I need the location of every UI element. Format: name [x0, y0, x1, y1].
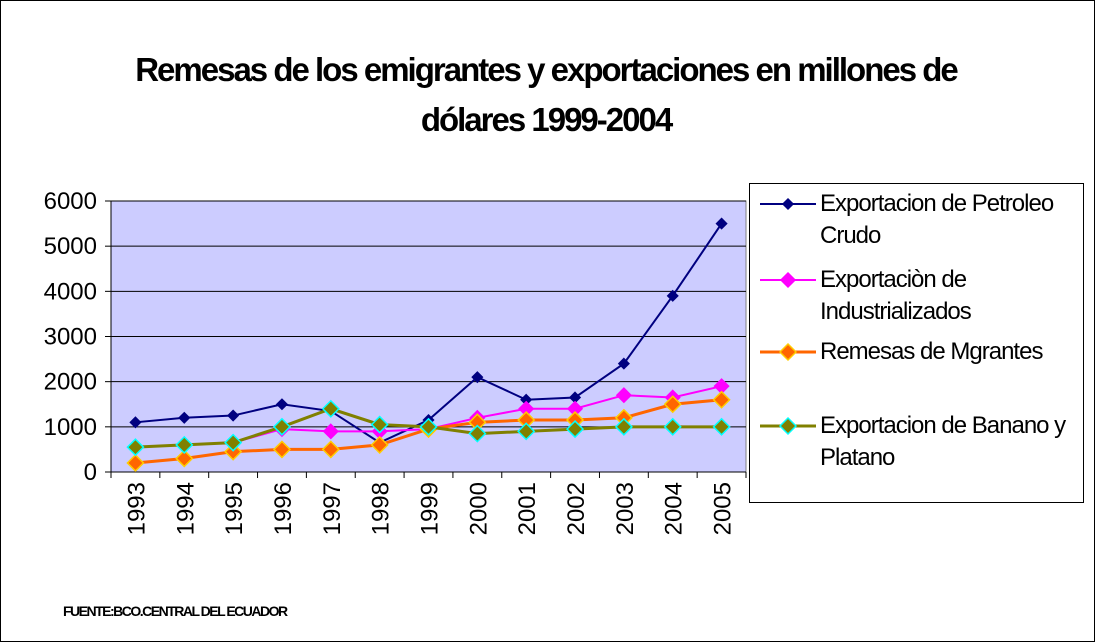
legend: Exportacion de Petroleo Crudo Exportaciòn… — [749, 183, 1084, 503]
legend-item: Exportacion de Banano y Platano — [758, 410, 1080, 474]
x-tick-label: 1997 — [319, 482, 346, 535]
x-tick-label: 2004 — [661, 482, 688, 535]
marker — [175, 435, 194, 454]
x-tick-label: 2002 — [563, 482, 590, 535]
marker — [615, 387, 632, 404]
marker — [227, 409, 240, 422]
marker — [272, 440, 292, 459]
marker — [565, 420, 585, 439]
marker — [663, 417, 682, 436]
marker — [370, 435, 389, 454]
x-tick-label: 2001 — [514, 482, 541, 535]
marker — [275, 398, 289, 411]
x-tick-label: 1999 — [417, 482, 444, 535]
marker — [712, 390, 731, 409]
marker — [419, 417, 438, 436]
y-tick-label: 2000 — [44, 369, 97, 396]
marker — [617, 357, 630, 370]
marker — [614, 417, 633, 436]
y-tick-label: 1000 — [44, 414, 97, 441]
legend-swatch — [760, 197, 816, 211]
marker — [517, 422, 536, 441]
x-tick-label: 1998 — [368, 482, 395, 535]
legend-item: Remesas de Mgrantes — [758, 336, 1080, 368]
legend-item: Exportacion de Petroleo Crudo — [758, 188, 1080, 252]
marker — [715, 217, 728, 230]
legend-label: Exportaciòn de Industrializados — [820, 266, 972, 325]
y-tick-label: 5000 — [44, 233, 97, 260]
x-tick-label: 1994 — [172, 482, 199, 535]
legend-swatch — [760, 416, 816, 436]
x-tick-label: 2000 — [465, 482, 492, 535]
y-tick-label: 6000 — [44, 188, 97, 215]
x-tick-label: 2005 — [710, 482, 737, 535]
marker — [129, 416, 142, 429]
legend-swatch — [760, 271, 816, 289]
marker — [321, 440, 340, 459]
marker — [663, 395, 682, 414]
x-tick-label: 1996 — [270, 482, 297, 535]
legend-marker — [779, 271, 797, 289]
marker — [370, 415, 389, 434]
legend-swatch — [760, 342, 816, 362]
y-tick-label: 3000 — [44, 324, 97, 351]
marker — [175, 449, 194, 468]
chart-title: Remesas de los emigrantes y exportacione… — [135, 51, 959, 138]
x-tick-label: 2003 — [612, 482, 639, 535]
y-tick-label: 4000 — [44, 278, 97, 305]
marker — [666, 289, 679, 302]
x-tick-label: 1993 — [123, 482, 150, 535]
x-tick-label: 1995 — [221, 482, 248, 535]
marker — [178, 411, 191, 424]
source-note: FUENTE:BCO.CENTRAL DEL ECUADOR — [63, 603, 288, 619]
legend-marker — [778, 342, 798, 362]
legend-marker — [781, 197, 795, 211]
marker — [321, 399, 340, 418]
legend-label: Remesas de Mgrantes — [820, 338, 1043, 365]
marker — [471, 371, 484, 384]
marker — [126, 453, 145, 473]
legend-label: Exportacion de Petroleo Crudo — [820, 190, 1054, 249]
legend-item: Exportaciòn de Industrializados — [758, 264, 1080, 328]
marker — [272, 417, 292, 436]
legend-label: Exportacion de Banano y Platano — [820, 412, 1066, 471]
y-tick-label: 0 — [84, 459, 97, 486]
marker — [712, 417, 731, 436]
marker — [322, 423, 339, 440]
marker — [224, 433, 243, 452]
marker — [126, 438, 145, 457]
marker — [468, 424, 487, 443]
legend-marker — [778, 416, 798, 436]
